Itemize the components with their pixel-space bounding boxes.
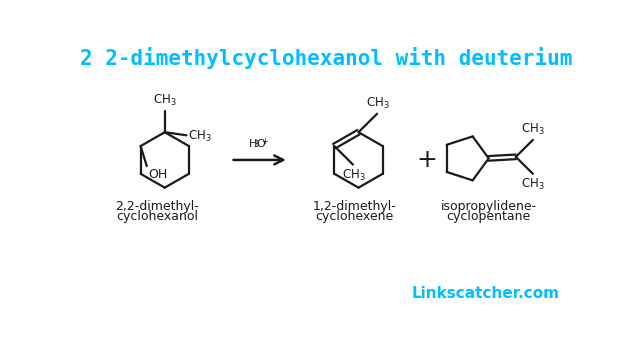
Text: isopropylidene-: isopropylidene- bbox=[441, 200, 537, 213]
Text: 3: 3 bbox=[253, 140, 258, 149]
Text: CH$_3$: CH$_3$ bbox=[342, 168, 366, 183]
Text: cyclohexene: cyclohexene bbox=[315, 210, 394, 223]
Text: O: O bbox=[256, 139, 265, 149]
Text: cyclopentane: cyclopentane bbox=[446, 210, 531, 223]
Text: CH$_3$: CH$_3$ bbox=[188, 129, 212, 144]
Text: cyclohexanol: cyclohexanol bbox=[116, 210, 198, 223]
Text: 1,2-dimethyl-: 1,2-dimethyl- bbox=[313, 200, 396, 213]
Text: Linkscatcher.com: Linkscatcher.com bbox=[412, 286, 560, 301]
Text: H: H bbox=[249, 139, 258, 149]
Text: OH: OH bbox=[148, 168, 168, 181]
Text: 2,2-dimethyl-: 2,2-dimethyl- bbox=[115, 200, 199, 213]
Text: CH$_3$: CH$_3$ bbox=[521, 177, 544, 192]
Text: +: + bbox=[261, 137, 268, 146]
Text: CH$_3$: CH$_3$ bbox=[366, 95, 390, 111]
Text: +: + bbox=[417, 148, 437, 172]
Text: CH$_3$: CH$_3$ bbox=[521, 122, 544, 137]
Text: CH$_3$: CH$_3$ bbox=[153, 93, 177, 108]
Text: 2 2-dimethylcyclohexanol with deuterium: 2 2-dimethylcyclohexanol with deuterium bbox=[80, 47, 572, 69]
